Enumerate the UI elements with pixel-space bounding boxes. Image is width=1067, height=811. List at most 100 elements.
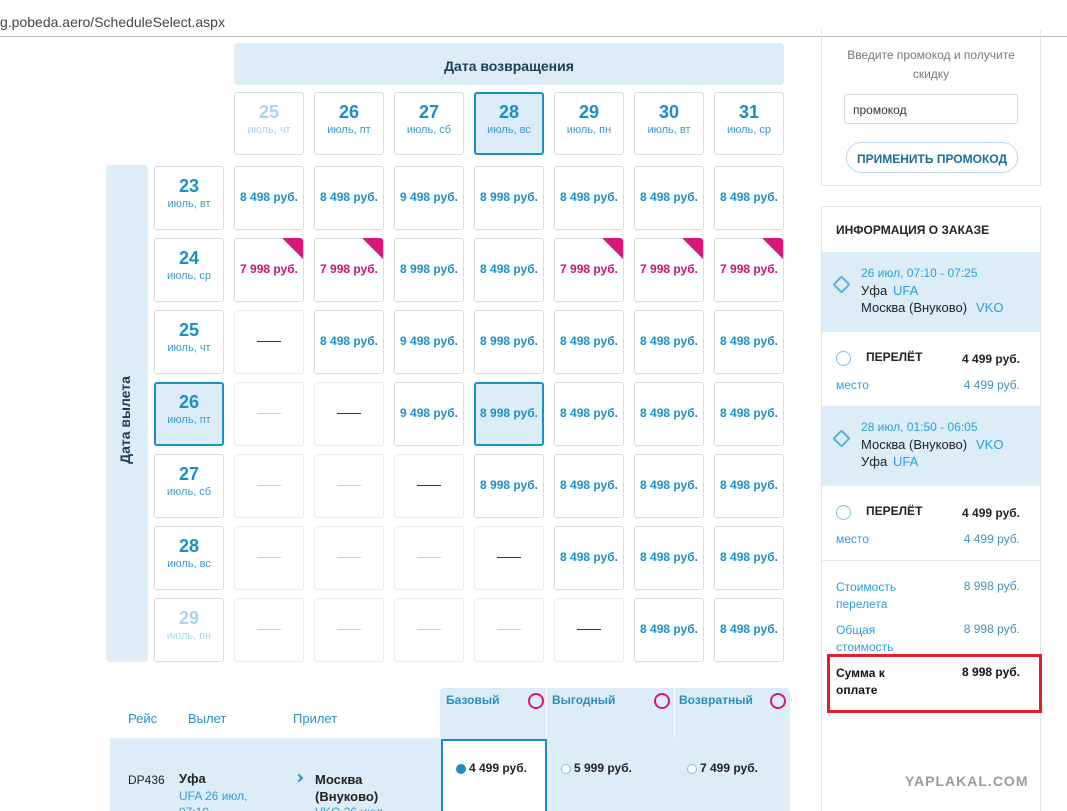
column-header: Прилет — [293, 711, 338, 726]
price: 7 998 руб. — [720, 262, 778, 276]
price-cell[interactable] — [554, 382, 624, 446]
price-cell[interactable] — [314, 310, 384, 374]
seat-label: место — [836, 532, 869, 546]
dep-time: 07:10 — [179, 805, 209, 811]
price-cell[interactable] — [634, 454, 704, 518]
price-cell[interactable] — [234, 166, 304, 230]
price-cell[interactable] — [474, 310, 544, 374]
price-cell[interactable] — [714, 382, 784, 446]
promo-corner — [682, 238, 703, 259]
price-cell — [234, 382, 304, 446]
info-icon[interactable] — [528, 693, 544, 709]
price-cell[interactable] — [394, 166, 464, 230]
date-cell[interactable] — [314, 92, 384, 155]
flight-price: 4 499 руб. — [962, 352, 1020, 366]
info-icon[interactable] — [770, 693, 786, 709]
return-header-bar — [234, 43, 784, 85]
price-cell[interactable] — [634, 166, 704, 230]
date-cell[interactable] — [154, 166, 224, 230]
price-cell[interactable] — [554, 310, 624, 374]
date-label: июль, вс — [167, 558, 211, 570]
column-header: Вылет — [188, 711, 227, 726]
fare-radio[interactable] — [561, 764, 571, 774]
price-cell[interactable] — [474, 382, 544, 446]
price: 8 498 руб. — [640, 550, 698, 564]
price-cell — [474, 598, 544, 662]
depart-header: Дата вылета — [117, 376, 133, 464]
date-cell[interactable] — [154, 526, 224, 590]
price-cell[interactable] — [554, 526, 624, 590]
toggle-icon[interactable] — [836, 351, 851, 366]
price: 8 498 руб. — [480, 262, 538, 276]
price-cell — [314, 382, 384, 446]
date-cell[interactable] — [154, 238, 224, 302]
from-city: Уфа — [861, 283, 888, 298]
price: 8 498 руб. — [560, 406, 618, 420]
price-cell[interactable] — [714, 310, 784, 374]
info-icon[interactable] — [654, 693, 670, 709]
price-cell[interactable] — [714, 166, 784, 230]
price-cell — [474, 526, 544, 590]
price: 8 498 руб. — [720, 190, 778, 204]
date-day: 24 — [178, 248, 200, 268]
price: 7 998 руб. — [320, 262, 378, 276]
date-cell[interactable] — [634, 92, 704, 155]
price: 7 998 руб. — [560, 262, 618, 276]
date-cell[interactable] — [154, 310, 224, 374]
price-cell[interactable] — [554, 166, 624, 230]
price-cell[interactable] — [634, 526, 704, 590]
price: 7 998 руб. — [640, 262, 698, 276]
price-cell — [394, 526, 464, 590]
price-cell[interactable] — [314, 166, 384, 230]
price-cell[interactable] — [394, 310, 464, 374]
price-cell[interactable] — [634, 382, 704, 446]
url[interactable]: g.pobeda.aero/ScheduleSelect.aspx — [0, 14, 225, 30]
date-label: июль, чт — [247, 124, 291, 136]
promo-button[interactable]: ПРИМЕНИТЬ ПРОМОКОД — [846, 142, 1018, 173]
watermark: YAPLAKAL.COM — [905, 773, 1029, 789]
to-city: Уфа — [861, 454, 888, 469]
flight-label: ПЕРЕЛЁТ — [866, 504, 923, 518]
price: 8 498 руб. — [320, 190, 378, 204]
fare-selected[interactable] — [441, 739, 547, 811]
date-day: 27 — [178, 464, 200, 484]
address-bar — [0, 0, 1067, 37]
date-cell[interactable] — [394, 92, 464, 155]
total-value: 8 998 руб. — [963, 622, 1020, 636]
fare-price: 7 499 руб. — [700, 761, 758, 775]
total-label: Сумма к оплате — [836, 666, 885, 697]
date-cell[interactable] — [154, 382, 224, 446]
price-cell[interactable] — [554, 454, 624, 518]
price-cell[interactable] — [474, 166, 544, 230]
date-cell[interactable] — [154, 454, 224, 518]
price-cell — [234, 310, 304, 374]
price-cell[interactable] — [474, 454, 544, 518]
to-code: VKO — [976, 300, 1004, 315]
promo-input[interactable]: промокод — [844, 94, 1018, 124]
date-cell[interactable] — [714, 92, 784, 155]
price-cell[interactable] — [714, 598, 784, 662]
price-cell[interactable] — [634, 310, 704, 374]
price-cell[interactable] — [714, 454, 784, 518]
date-label: июль, вт — [647, 124, 691, 136]
date-day: 28 — [498, 102, 520, 122]
price: 9 498 руб. — [400, 190, 458, 204]
date-label: июль, вс — [487, 124, 531, 136]
date-day: 29 — [578, 102, 600, 122]
fare-radio[interactable] — [456, 764, 466, 774]
price-cell[interactable] — [634, 598, 704, 662]
arr-city: Москва (Внуково) — [315, 772, 379, 804]
price: 7 998 руб. — [240, 262, 298, 276]
seat-price: 4 499 руб. — [963, 532, 1020, 546]
price-cell[interactable] — [394, 238, 464, 302]
price-cell[interactable] — [394, 382, 464, 446]
price: 8 498 руб. — [640, 334, 698, 348]
price-cell[interactable] — [714, 526, 784, 590]
fare-radio[interactable] — [687, 764, 697, 774]
date-cell[interactable] — [474, 92, 544, 155]
price-cell[interactable] — [474, 238, 544, 302]
toggle-icon[interactable] — [836, 505, 851, 520]
price: 8 498 руб. — [720, 478, 778, 492]
date-cell[interactable] — [554, 92, 624, 155]
price: 8 998 руб. — [480, 406, 538, 420]
